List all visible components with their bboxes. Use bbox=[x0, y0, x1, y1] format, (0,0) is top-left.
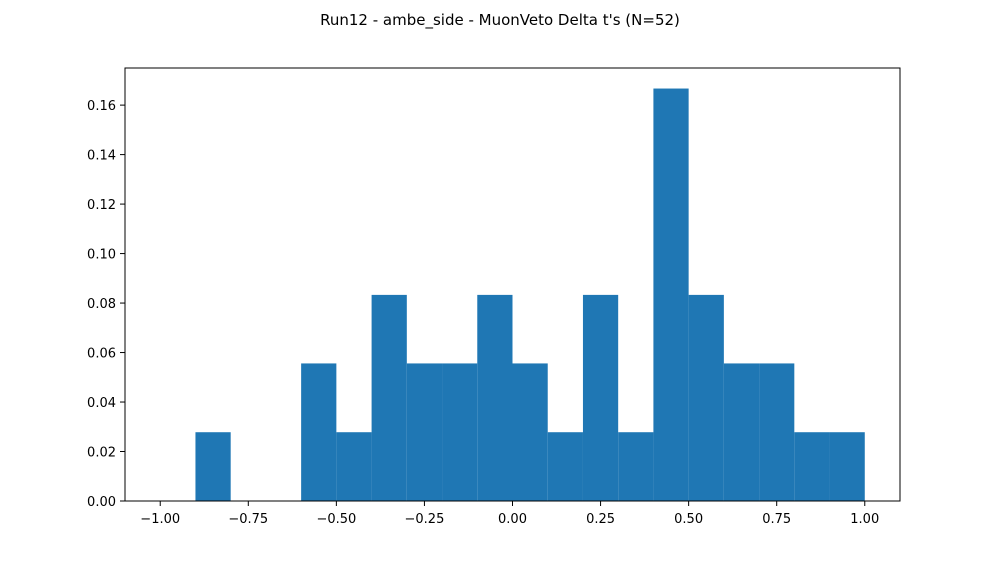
y-tick-label: 0.06 bbox=[87, 347, 116, 362]
chart-title: Run12 - ambe_side - MuonVeto Delta t's (… bbox=[320, 11, 680, 30]
x-tick-label: 0.25 bbox=[586, 512, 615, 527]
histogram-bar bbox=[336, 432, 372, 501]
histogram-bar bbox=[512, 363, 548, 501]
histogram-bar bbox=[794, 432, 830, 501]
y-tick-label: 0.02 bbox=[87, 446, 116, 461]
histogram-bar bbox=[477, 294, 513, 501]
y-tick-label: 0.08 bbox=[87, 297, 116, 312]
histogram-bar bbox=[688, 294, 724, 501]
histogram-bar bbox=[829, 432, 865, 501]
x-tick-label: 0.50 bbox=[674, 512, 703, 527]
y-axis: 0.00 0.02 0.04 0.06 0.08 0.10 0.12 0.14 0.16 bbox=[87, 99, 125, 510]
y-tick-label: 0.10 bbox=[87, 248, 116, 263]
histogram-bar bbox=[406, 363, 443, 501]
histogram-bar bbox=[195, 432, 231, 501]
y-tick-label: 0.14 bbox=[87, 149, 116, 164]
histogram-bar bbox=[582, 294, 619, 501]
x-tick-label: −1.00 bbox=[140, 512, 180, 527]
y-tick-label: 0.16 bbox=[87, 99, 116, 114]
histogram-bar bbox=[547, 432, 583, 501]
x-tick-label: 0.75 bbox=[762, 512, 791, 527]
x-tick-label: −0.50 bbox=[316, 512, 356, 527]
y-tick-label: 0.12 bbox=[87, 198, 116, 213]
x-tick-label: 1.00 bbox=[850, 512, 879, 527]
x-tick-label: −0.75 bbox=[228, 512, 268, 527]
histogram-bar bbox=[723, 363, 760, 501]
histogram-bar bbox=[371, 294, 407, 501]
histogram-bar bbox=[618, 432, 654, 501]
histogram-bar bbox=[653, 88, 689, 502]
x-axis: −1.00 −0.75 −0.50 −0.25 0.00 0.25 0.50 0.75 1.00 bbox=[140, 501, 879, 527]
x-tick-label: −0.25 bbox=[405, 512, 445, 527]
y-tick-label: 0.00 bbox=[87, 495, 116, 510]
histogram-bar bbox=[442, 363, 478, 501]
histogram-bar bbox=[759, 363, 795, 501]
histogram-bar bbox=[301, 363, 337, 501]
y-tick-label: 0.04 bbox=[87, 396, 116, 411]
x-tick-label: 0.00 bbox=[498, 512, 527, 527]
bars-group bbox=[195, 88, 865, 502]
